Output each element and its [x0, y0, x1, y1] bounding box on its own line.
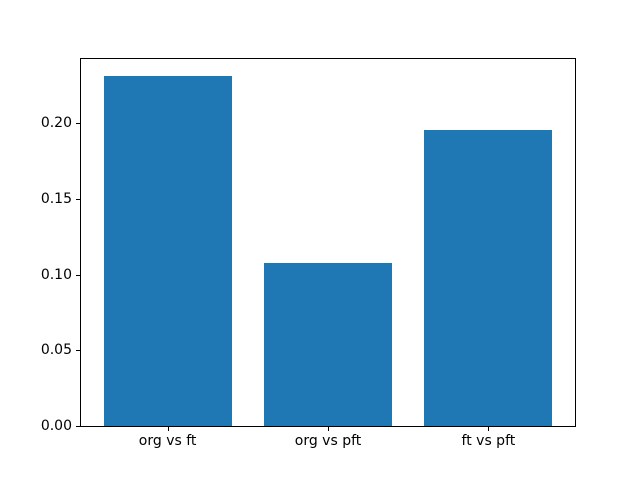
bar-org-vs-ft: [103, 75, 232, 426]
y-tick-label: 0.15: [40, 191, 72, 207]
x-tick-label: org vs ft: [138, 433, 197, 449]
y-tick-mark: [76, 274, 80, 276]
y-tick-mark: [76, 350, 80, 351]
bar-org-vs-pft: [263, 262, 393, 426]
y-tick-mark: [76, 425, 80, 427]
plot-area: [80, 58, 576, 427]
y-tick-label: 0.20: [40, 115, 72, 132]
y-tick-label: 0.00: [40, 417, 72, 434]
y-tick-label: 0.10: [40, 266, 72, 283]
x-tick-mark: [328, 427, 329, 431]
x-tick-label: ft vs pft: [461, 433, 516, 449]
y-tick-label: 0.05: [40, 342, 72, 358]
y-tick-mark: [76, 123, 80, 125]
bar-ft-vs-pft: [424, 130, 553, 426]
y-tick-mark: [76, 199, 80, 200]
bars-container: [81, 59, 575, 426]
x-tick-label: org vs pft: [294, 433, 362, 449]
x-tick-mark: [167, 427, 169, 431]
x-tick-mark: [488, 427, 490, 431]
